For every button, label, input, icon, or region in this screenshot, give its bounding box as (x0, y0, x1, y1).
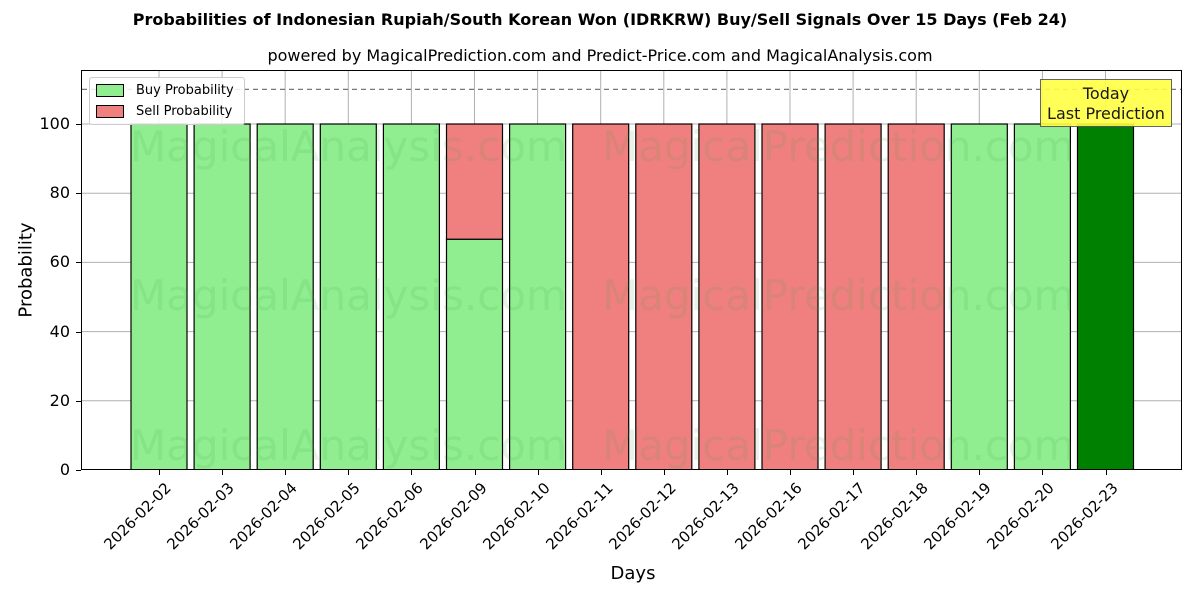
x-tick-mark (600, 470, 602, 475)
buy-bar (445, 238, 504, 469)
buy-bar (950, 123, 1008, 469)
legend-item-buy: Buy Probability (96, 83, 234, 98)
y-tick-mark (76, 470, 81, 471)
y-tick-mark (76, 262, 81, 264)
x-tick-mark (790, 470, 791, 475)
y-tick-label: 40 (49, 321, 70, 341)
x-tick-mark (159, 470, 160, 475)
legend-item-sell: Sell Probability (96, 104, 232, 119)
chart-subtitle: powered by MagicalPrediction.com and Pre… (267, 46, 933, 65)
y-tick-label: 20 (49, 390, 70, 410)
sell-swatch-icon (96, 105, 124, 118)
x-tick-mark (1042, 470, 1044, 475)
y-tick-label: 80 (49, 183, 70, 203)
x-tick-mark (1105, 470, 1107, 475)
y-tick-mark (76, 193, 81, 195)
y-tick-mark (76, 400, 81, 402)
sell-bar (635, 123, 693, 469)
y-axis-label: Probability (15, 222, 37, 318)
buy-bar (130, 123, 188, 469)
chart-title: Probabilities of Indonesian Rupiah/South… (132, 10, 1068, 29)
buy-bar (509, 123, 567, 469)
sell-bar (445, 123, 504, 240)
buy-bar (193, 123, 251, 469)
legend-buy-label: Buy Probability (136, 83, 234, 98)
x-tick-mark (348, 470, 350, 475)
x-tick-mark (285, 470, 287, 475)
x-tick-mark (474, 470, 476, 475)
y-tick-mark (76, 331, 81, 333)
y-tick-label: 100 (39, 114, 70, 133)
bars-canvas (82, 71, 1181, 469)
buy-bar (1076, 123, 1135, 469)
buy-swatch-icon (96, 84, 124, 97)
legend: Buy Probability Sell Probability (89, 77, 245, 125)
x-axis-label: Days (610, 563, 656, 584)
sell-bar (887, 123, 945, 469)
x-tick-mark (726, 470, 728, 475)
annotation-line-2: Last Prediction (1047, 104, 1165, 123)
x-tick-mark (537, 470, 539, 475)
y-tick-label: 60 (49, 252, 70, 272)
buy-bar (1013, 123, 1072, 469)
buy-bar (256, 123, 314, 469)
buy-bar (382, 123, 440, 469)
sell-bar (824, 123, 882, 469)
x-tick-mark (222, 470, 224, 475)
today-annotation: Today Last Prediction (1040, 79, 1172, 127)
sell-bar (572, 123, 630, 469)
x-tick-mark (411, 470, 413, 475)
y-tick-mark (76, 124, 81, 125)
x-tick-mark (916, 470, 918, 475)
x-tick-mark (663, 470, 665, 475)
buy-bar (319, 123, 377, 469)
plot-area (81, 70, 1182, 470)
y-tick-label: 0 (59, 460, 70, 479)
x-tick-mark (979, 470, 981, 475)
x-tick-mark (853, 470, 855, 475)
legend-sell-label: Sell Probability (136, 104, 233, 119)
sell-bar (761, 123, 819, 469)
sell-bar (698, 123, 756, 469)
annotation-line-1: Today (1082, 84, 1130, 103)
